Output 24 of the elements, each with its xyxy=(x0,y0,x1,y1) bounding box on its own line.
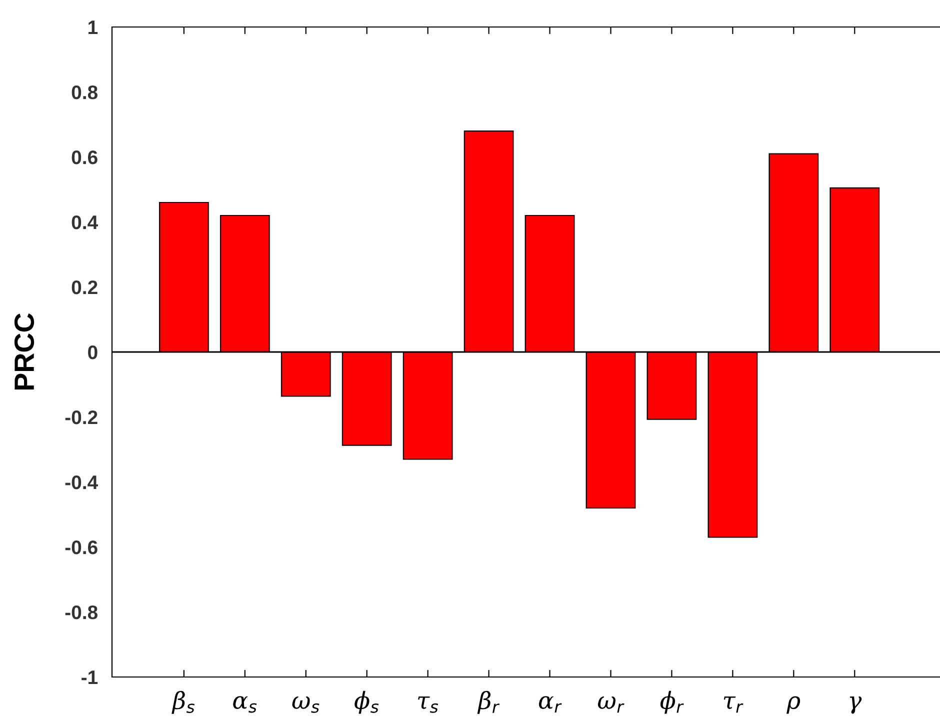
y-tick-label: 0 xyxy=(88,345,98,360)
x-tick-label: α$_{s}$ xyxy=(233,696,257,713)
y-tick-label: -0.2 xyxy=(65,410,98,424)
x-tick-label: ϕ$_{s}$ xyxy=(354,690,379,714)
y-tick-label: -0.6 xyxy=(65,540,98,554)
x-tick-label: β$_{r}$ xyxy=(477,690,500,714)
x-tick-label: ω$_{r}$ xyxy=(598,696,624,713)
x-tick-label: γ xyxy=(850,696,862,714)
y-tick-label: -0.8 xyxy=(65,605,98,620)
x-tick-label: ϕ$_{r}$ xyxy=(660,690,684,714)
x-tick-label: ρ xyxy=(786,696,800,714)
x-tick-label: α$_{r}$ xyxy=(538,696,562,713)
x-tick-label: τ$_{s}$ xyxy=(418,696,438,713)
y-axis-title: PRCC xyxy=(14,313,34,390)
y-tick-label: 0.6 xyxy=(72,150,98,164)
y-tick-label: 0.2 xyxy=(72,280,98,294)
y-tick-label: 0.4 xyxy=(72,215,98,230)
y-tick-label: 1 xyxy=(88,20,98,34)
x-tick-label: τ$_{r}$ xyxy=(724,696,744,713)
y-tick-label: -1 xyxy=(82,670,98,684)
y-tick-label: -0.4 xyxy=(65,475,98,490)
x-tick-label: ω$_{s}$ xyxy=(292,696,320,713)
x-tick-label: β$_{s}$ xyxy=(172,690,195,714)
y-tick-label: 0.8 xyxy=(72,85,98,100)
